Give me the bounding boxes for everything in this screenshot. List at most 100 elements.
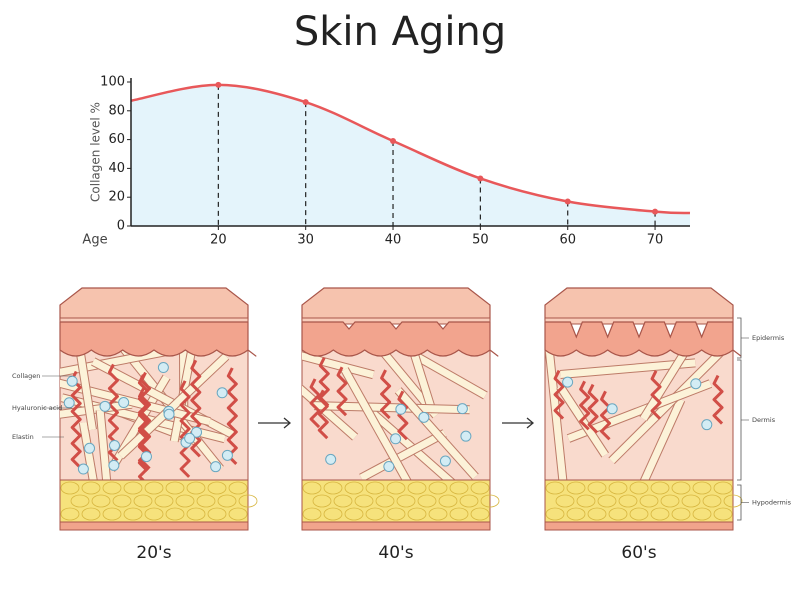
fat-cell [302,507,322,521]
fat-cell [365,481,385,495]
fat-cell [144,507,164,521]
fat-cell [60,481,80,495]
collagen-core [170,345,197,443]
y-tick-label: 100 [100,75,125,90]
fat-cell [354,494,374,508]
fat-cell [713,481,733,495]
hyaluronic-acid [191,426,203,438]
hyaluronic-acid [701,419,713,431]
fat-cell [81,481,101,495]
y-tick-label: 0 [117,219,125,234]
elastin [587,383,599,434]
collagen-core [96,409,111,480]
fat-cell [407,507,427,521]
epidermis [59,321,257,357]
fat-cell [449,481,469,495]
x-tick-label: 40 [385,233,402,248]
hyaluronic-acid [184,432,196,444]
collagen-core [75,345,96,431]
skin-surface [544,287,734,321]
hyaluronic-acid [606,403,618,415]
fat-cell [165,507,185,521]
hyaluronic-acid [109,439,121,451]
collagen-core [545,345,567,480]
stage-label: 40's [378,543,413,563]
elastin [226,367,238,466]
collagen-core [60,400,133,418]
hyaluronic-acid [157,362,169,374]
skin-block [59,287,258,531]
fat-cell [102,507,122,521]
plot: 0 20 40 60 80 100 20 30 40 50 60 70 [100,75,691,248]
y-axis-label: Collagen level % [89,102,103,202]
layer-label: Hypodermis [752,499,792,507]
left-label: Collagen [12,372,40,380]
fat-cell [186,481,206,495]
epidermis [301,321,499,357]
collagen-core [414,352,488,399]
fat-cell [60,507,80,521]
point [652,208,659,215]
fat-cell [312,494,332,508]
collagen-core [407,345,437,415]
fat-cell [713,507,733,521]
hyaluronic-acid [460,430,472,442]
hyaluronic-acid [418,411,430,423]
fat-cell [671,507,691,521]
stratum [544,317,734,325]
collagen-core [362,403,455,480]
fat-cell [123,507,143,521]
fat-cell [407,481,427,495]
fat-cell [238,494,258,508]
x-axis-label: Age [82,233,107,248]
y-tick-label: 60 [108,132,125,147]
fat-cell [438,494,458,508]
skin-block [301,287,500,531]
fat-cell [639,494,659,508]
elastin [397,390,409,441]
fat-cell [375,494,395,508]
fat-cell [671,481,691,495]
stage-label: 20's [136,543,171,563]
fat-cell [470,507,490,521]
fat-cell [207,507,227,521]
fat-cell [545,481,565,495]
fat-cell [228,507,248,521]
hyaluronic-acid [395,403,407,415]
fat-cell [165,481,185,495]
hyaluronic-acid [77,463,89,475]
bracket [737,359,742,481]
fat-cell [449,507,469,521]
hyaluronic-acid [690,378,702,390]
point [215,81,222,88]
skin-surface [301,287,491,321]
hypodermis [544,479,734,523]
elastin [579,380,591,431]
fat-cell [186,507,206,521]
elastin [309,378,321,429]
fat-cell [123,481,143,495]
left-label: Elastin [12,433,34,441]
hyaluronic-acid [66,375,78,387]
collagen-core [372,345,439,418]
left-label: Hyaluronic acid [12,404,62,412]
fat-cell [608,507,628,521]
y-tick-label: 20 [108,190,125,205]
fat-cell [576,494,596,508]
fat-cell [480,494,500,508]
collagen-core [79,421,97,480]
fat-cell [196,494,216,508]
fat-cell [723,494,743,508]
point [564,198,571,205]
bracket [737,317,742,359]
fat-cell [386,507,406,521]
elastin [179,380,191,478]
hyaluronic-acid [390,433,402,445]
fat-cell [428,507,448,521]
hyaluronic-acid [210,461,222,473]
line [130,83,691,215]
fat-cell [597,494,617,508]
hyaluronic-acid [163,408,175,420]
collagen-core [609,346,727,464]
